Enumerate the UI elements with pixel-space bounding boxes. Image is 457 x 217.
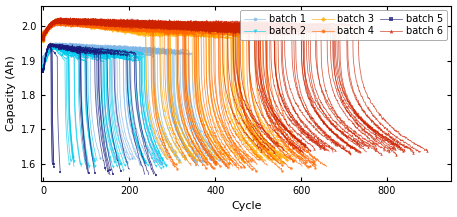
batch 6 [247,138,253,140]
batch 6 [134,24,139,27]
batch 1 [44,51,49,53]
batch 5 [42,61,48,63]
batch 4 [157,134,162,137]
batch 4 [83,24,89,27]
batch 5 [48,120,54,123]
batch 2 [57,54,62,56]
batch 3 [147,116,153,118]
batch 5 [49,143,54,145]
batch 6 [88,21,93,24]
batch 5 [45,48,50,51]
batch 5 [41,71,46,74]
batch 4 [172,166,177,168]
batch 5 [46,46,51,49]
batch 5 [42,63,47,65]
batch 4 [136,29,142,32]
batch 3 [165,158,171,161]
batch 1 [41,57,46,60]
batch 1 [46,48,51,51]
batch 1 [56,45,62,47]
Y-axis label: Capacity (Ah): Capacity (Ah) [5,55,16,131]
batch 5 [48,49,53,51]
batch 5 [44,50,50,53]
batch 1 [53,42,59,44]
batch 5 [41,66,47,69]
batch 4 [132,27,137,30]
Line: batch 4: batch 4 [42,21,176,168]
batch 4 [87,24,93,26]
batch 5 [43,58,48,60]
batch 3 [41,36,46,39]
batch 1 [64,46,69,49]
batch 3 [127,27,133,30]
batch 6 [259,150,264,152]
Line: batch 5: batch 5 [42,44,53,164]
batch 5 [43,55,49,57]
batch 3 [152,132,158,134]
batch 5 [47,44,53,47]
batch 4 [53,21,58,23]
batch 5 [47,44,52,46]
batch 6 [243,131,249,134]
batch 6 [196,28,202,30]
batch 2 [64,130,69,133]
batch 5 [49,161,55,164]
X-axis label: Cycle: Cycle [231,201,262,211]
batch 2 [67,163,72,166]
batch 2 [55,49,60,52]
batch 5 [44,51,49,54]
batch 5 [45,48,51,51]
batch 1 [84,51,89,53]
batch 5 [43,55,48,58]
Line: batch 3: batch 3 [42,18,169,161]
batch 4 [41,34,46,37]
batch 1 [93,160,99,163]
batch 2 [41,68,46,71]
Line: batch 2: batch 2 [42,46,70,166]
batch 3 [145,105,151,107]
batch 4 [102,26,108,29]
batch 6 [259,148,265,151]
batch 2 [50,46,55,49]
Legend: batch 1, batch 2, batch 3, batch 4, batch 5, batch 6: batch 1, batch 2, batch 3, batch 4, batc… [240,10,446,40]
Line: batch 1: batch 1 [42,42,97,163]
batch 6 [53,18,58,21]
batch 2 [50,46,56,48]
batch 5 [46,45,51,48]
batch 6 [41,35,46,38]
batch 1 [93,160,98,163]
batch 2 [46,52,51,54]
Line: batch 6: batch 6 [42,18,263,152]
batch 2 [47,53,52,55]
batch 3 [61,20,67,23]
batch 5 [48,53,53,56]
batch 3 [161,152,167,155]
batch 3 [53,18,58,20]
batch 1 [47,47,52,50]
batch 5 [46,44,52,46]
batch 6 [209,28,215,30]
